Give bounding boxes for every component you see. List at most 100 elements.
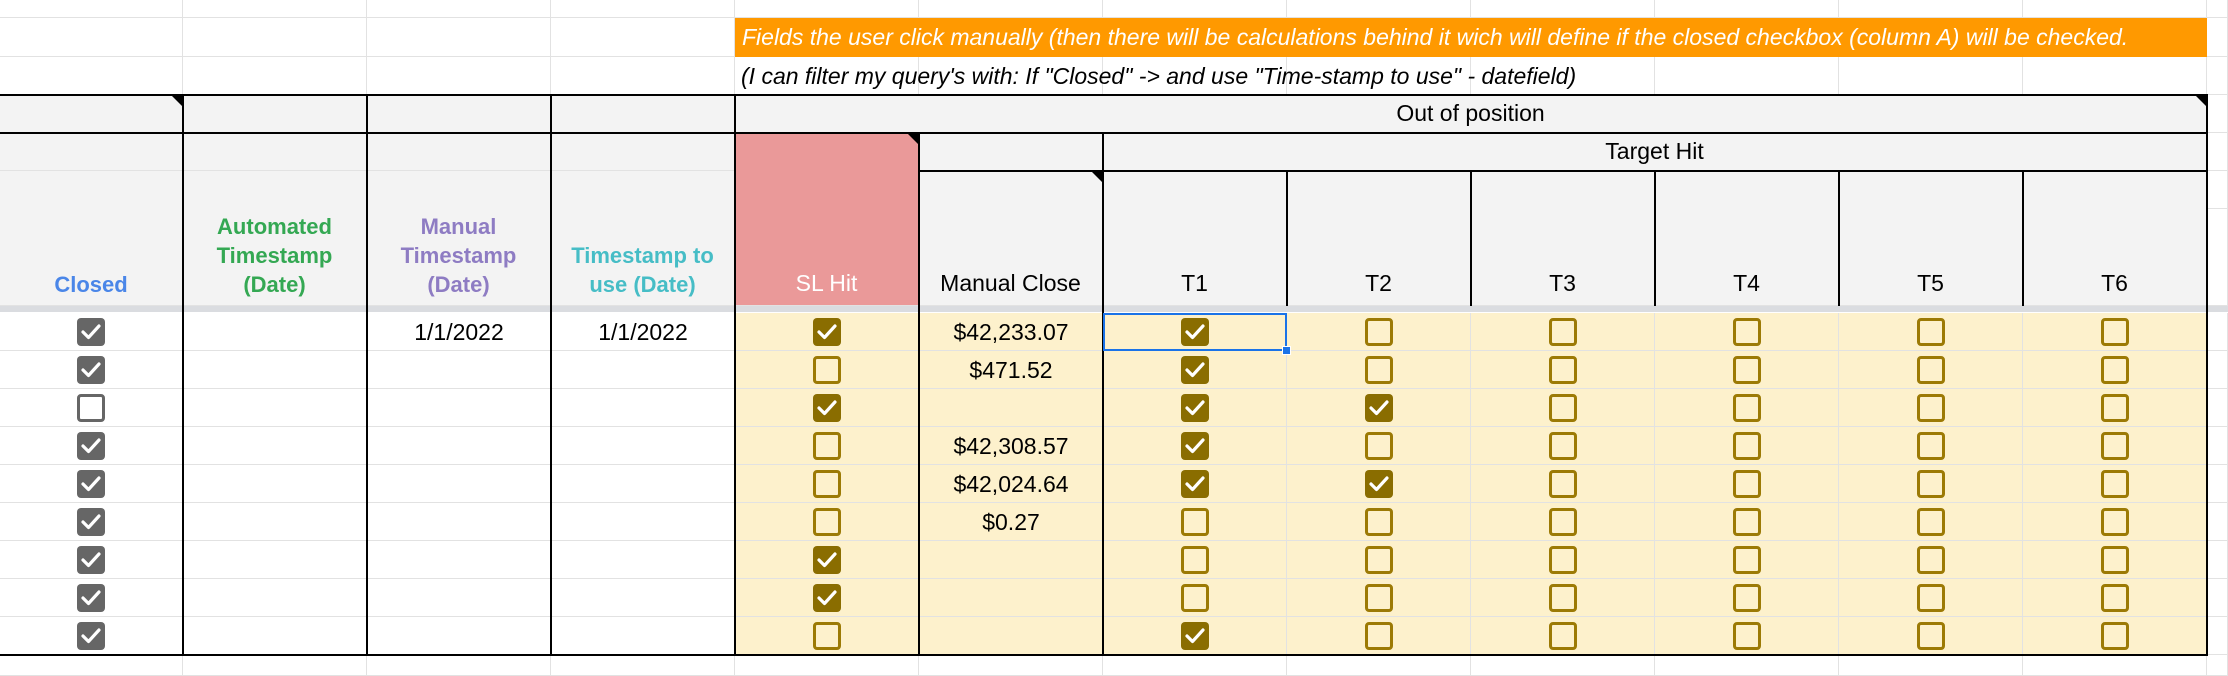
t5-checkbox[interactable] xyxy=(1917,622,1945,650)
grid-cell[interactable] xyxy=(183,427,367,465)
header-out-of-position[interactable]: Out of position xyxy=(735,95,2207,133)
t2-checkbox[interactable] xyxy=(1365,356,1393,384)
grid-cell[interactable] xyxy=(2207,655,2228,676)
t4-checkbox[interactable] xyxy=(1733,432,1761,460)
grid-cell[interactable] xyxy=(367,465,551,503)
t2-checkbox[interactable] xyxy=(1365,508,1393,536)
t4-checkbox[interactable] xyxy=(1733,470,1761,498)
header-automated-mid[interactable] xyxy=(183,133,367,171)
t6-checkbox[interactable] xyxy=(2101,622,2129,650)
t3-checkbox[interactable] xyxy=(1549,546,1577,574)
t5-checkbox[interactable] xyxy=(1917,470,1945,498)
t4-checkbox[interactable] xyxy=(1733,584,1761,612)
grid-cell[interactable] xyxy=(551,427,735,465)
grid-cell[interactable] xyxy=(2207,351,2228,389)
grid-cell[interactable] xyxy=(0,18,183,57)
grid-cell[interactable] xyxy=(1103,655,1287,676)
grid-cell[interactable] xyxy=(919,465,1103,503)
grid-cell[interactable] xyxy=(2023,0,2207,18)
t3-checkbox[interactable] xyxy=(1549,432,1577,460)
sl-hit-checkbox[interactable] xyxy=(813,584,841,612)
t4-checkbox[interactable] xyxy=(1733,546,1761,574)
grid-cell[interactable] xyxy=(1471,655,1655,676)
grid-cell[interactable] xyxy=(2207,209,2228,306)
grid-cell[interactable] xyxy=(2023,655,2207,676)
closed-checkbox[interactable] xyxy=(76,508,105,536)
t6-checkbox[interactable] xyxy=(2101,508,2129,536)
grid-cell[interactable] xyxy=(367,617,551,655)
grid-cell[interactable] xyxy=(551,465,735,503)
grid-cell[interactable] xyxy=(551,503,735,541)
t5-checkbox[interactable] xyxy=(1917,508,1945,536)
closed-checkbox[interactable] xyxy=(76,622,105,650)
t3-checkbox[interactable] xyxy=(1549,584,1577,612)
grid-cell[interactable] xyxy=(1839,0,2023,18)
manual-close-value[interactable]: $0.27 xyxy=(982,509,1040,535)
t6-checkbox[interactable] xyxy=(2101,584,2129,612)
timestamp-to-use-value[interactable]: 1/1/2022 xyxy=(598,319,688,345)
t1-checkbox[interactable] xyxy=(1181,470,1209,498)
t2-checkbox[interactable] xyxy=(1365,622,1393,650)
t5-checkbox[interactable] xyxy=(1917,394,1945,422)
grid-cell[interactable] xyxy=(183,465,367,503)
t3-checkbox[interactable] xyxy=(1549,508,1577,536)
t1-checkbox[interactable] xyxy=(1181,394,1209,422)
header-target-hit[interactable]: Target Hit xyxy=(1103,133,2207,171)
t1-checkbox[interactable] xyxy=(1181,356,1209,384)
grid-cell[interactable] xyxy=(551,18,735,57)
grid-cell[interactable] xyxy=(2023,57,2207,95)
header-manual-top[interactable] xyxy=(367,95,551,133)
grid-cell[interactable] xyxy=(2207,389,2228,427)
t5-checkbox[interactable] xyxy=(1917,318,1945,346)
header-t2[interactable]: T2 xyxy=(1287,171,1471,306)
grid-cell[interactable] xyxy=(551,655,735,676)
t3-checkbox[interactable] xyxy=(1549,622,1577,650)
header-manual[interactable]: Manual Timestamp (Date) xyxy=(367,171,551,306)
grid-cell[interactable] xyxy=(183,655,367,676)
grid-cell[interactable] xyxy=(2207,427,2228,465)
closed-checkbox[interactable] xyxy=(76,470,105,498)
header-to-use-top[interactable] xyxy=(551,95,735,133)
grid-cell[interactable] xyxy=(183,0,367,18)
t4-checkbox[interactable] xyxy=(1733,508,1761,536)
grid-cell[interactable] xyxy=(2207,57,2228,95)
grid-cell[interactable] xyxy=(367,655,551,676)
grid-cell[interactable] xyxy=(183,617,367,655)
grid-cell[interactable] xyxy=(2207,541,2228,579)
grid-cell[interactable] xyxy=(919,503,1103,541)
header-manual-mid[interactable] xyxy=(367,133,551,171)
t5-checkbox[interactable] xyxy=(1917,584,1945,612)
header-t6[interactable]: T6 xyxy=(2023,171,2207,306)
t1-checkbox[interactable] xyxy=(1181,432,1209,460)
grid-cell[interactable] xyxy=(0,57,183,95)
grid-cell[interactable] xyxy=(183,57,367,95)
manual-close-value[interactable]: $471.52 xyxy=(969,357,1053,383)
grid-cell[interactable] xyxy=(735,0,919,18)
closed-checkbox[interactable] xyxy=(76,546,105,574)
grid-cell[interactable] xyxy=(183,389,367,427)
grid-cell[interactable] xyxy=(367,503,551,541)
grid-cell[interactable] xyxy=(1287,655,1471,676)
t1-checkbox[interactable] xyxy=(1181,584,1209,612)
grid-cell[interactable] xyxy=(367,351,551,389)
grid-cell[interactable] xyxy=(183,313,367,351)
grid-cell[interactable] xyxy=(551,541,735,579)
frozen-row-divider[interactable] xyxy=(0,306,2228,312)
grid-cell[interactable] xyxy=(367,57,551,95)
grid-cell[interactable] xyxy=(0,0,183,18)
grid-cell[interactable] xyxy=(2207,95,2228,133)
sl-hit-checkbox[interactable] xyxy=(813,356,841,384)
t3-checkbox[interactable] xyxy=(1549,470,1577,498)
t6-checkbox[interactable] xyxy=(2101,318,2129,346)
header-sl-hit[interactable]: SL Hit xyxy=(735,133,919,306)
t6-checkbox[interactable] xyxy=(2101,356,2129,384)
t4-checkbox[interactable] xyxy=(1733,318,1761,346)
grid-cell[interactable] xyxy=(367,0,551,18)
header-automated[interactable]: Automated Timestamp (Date) xyxy=(183,171,367,306)
grid-cell[interactable] xyxy=(1655,57,1839,95)
t2-checkbox[interactable] xyxy=(1365,546,1393,574)
grid-cell[interactable] xyxy=(183,18,367,57)
grid-cell[interactable] xyxy=(1655,0,1839,18)
grid-cell[interactable] xyxy=(735,655,919,676)
t3-checkbox[interactable] xyxy=(1549,356,1577,384)
